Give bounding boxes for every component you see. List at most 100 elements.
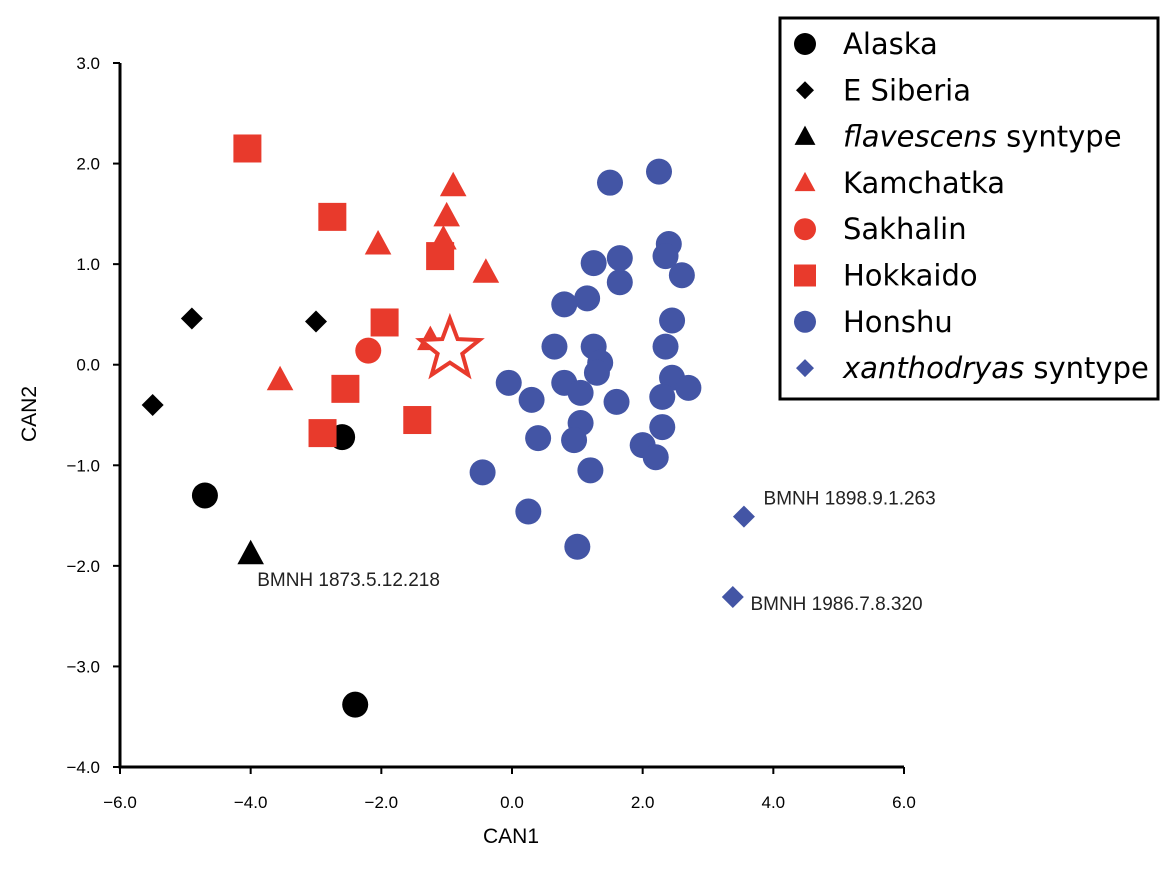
legend: Alaska E Siberia flavescens syntype Kamchat… [778, 16, 1160, 401]
legend-marker [794, 171, 816, 192]
star-marker [415, 312, 485, 380]
legend-marker [794, 33, 816, 55]
data-point [659, 307, 686, 334]
data-point [675, 374, 702, 401]
data-point [305, 310, 327, 333]
specimen-label: BMNH 1873.5.12.218 [257, 570, 440, 591]
series-group [237, 539, 264, 565]
legend-entry: E Siberia [796, 73, 971, 107]
legend-marker [794, 264, 816, 287]
y-tick-label: −2.0 [66, 557, 100, 576]
data-point [721, 586, 744, 609]
legend-entry: Kamchatka [794, 166, 1005, 200]
data-point [646, 158, 672, 185]
axes: −6.0 −4.0 −2.0 0.0 2.0 4.0 6.0−4.0−3.0−2.0−1.0… [66, 54, 915, 812]
data-point [580, 250, 607, 277]
annotations: BMNH 1873.5.12.218 BMNH 1898.9.1.263 BMNH … [257, 489, 936, 616]
legend-entry: Sakhalin [794, 212, 967, 246]
data-point [433, 201, 460, 227]
data-point [518, 386, 545, 413]
legend-label: Kamchatka [843, 166, 1005, 200]
legend-label: Honshu [843, 305, 953, 339]
y-tick-label: 3.0 [76, 54, 100, 73]
data-point [370, 308, 399, 337]
data-point [603, 388, 630, 415]
data-point [583, 359, 610, 386]
data-point [732, 505, 755, 528]
data-point [564, 533, 591, 560]
legend-marker [796, 81, 814, 100]
data-point [439, 171, 467, 197]
x-tick-label: 4.0 [762, 793, 786, 812]
data-point [331, 374, 360, 403]
y-tick-label: −1.0 [66, 456, 100, 475]
data-point [567, 379, 594, 406]
data-point [342, 691, 369, 718]
data-point [649, 414, 676, 441]
data-point [426, 242, 455, 271]
data-point [525, 425, 552, 452]
y-tick-label: 1.0 [76, 255, 100, 274]
x-tick-label: −6.0 [103, 793, 137, 812]
data-point [574, 285, 601, 312]
series-group [233, 134, 455, 448]
data-point [233, 134, 262, 163]
data-point [561, 427, 588, 454]
y-axis-title: CAN2 [18, 386, 41, 442]
legend-entry: flavescens syntype [794, 120, 1122, 154]
data-point [469, 459, 496, 486]
y-tick-label: −4.0 [66, 758, 100, 777]
legend-label: Hokkaido [843, 259, 978, 293]
x-axis-title: CAN1 [483, 825, 539, 848]
legend-entry: Alaska [794, 27, 938, 61]
data-point [551, 291, 578, 318]
data-point [541, 333, 568, 360]
x-tick-label: 2.0 [631, 793, 655, 812]
x-tick-label: 0.0 [500, 793, 524, 812]
data-point [141, 393, 164, 416]
legend-label: flavescens syntype [843, 120, 1122, 154]
data-point [472, 258, 500, 283]
data-point [515, 498, 542, 525]
data-point [597, 169, 623, 196]
data-point [495, 369, 522, 396]
data-point [308, 419, 337, 448]
legend-entry: Honshu [794, 305, 953, 339]
legend-marker [794, 125, 816, 145]
data-point [652, 333, 679, 360]
x-tick-label: −2.0 [365, 793, 399, 812]
y-tick-label: 0.0 [76, 356, 100, 375]
data-point [606, 245, 633, 272]
legend-entry: xanthodryas syntype [796, 351, 1149, 385]
data-point [668, 262, 695, 289]
legend-box [778, 16, 1160, 401]
legend-entry: Hokkaido [794, 259, 978, 293]
x-tick-label: −4.0 [234, 793, 268, 812]
x-tick-label: 6.0 [892, 793, 916, 812]
data-point [191, 482, 218, 509]
series-group [469, 158, 702, 560]
y-tick-label: −3.0 [66, 657, 100, 676]
data-point [403, 406, 432, 435]
series-group [141, 307, 327, 416]
legend-label: Sakhalin [843, 212, 967, 246]
data-point [364, 230, 392, 255]
y-tick-label: 2.0 [76, 155, 100, 174]
legend-marker [796, 359, 814, 378]
data-point [649, 383, 676, 410]
specimen-label: BMNH 1986.7.8.320 [750, 594, 922, 615]
data-point [237, 539, 264, 565]
data-point [180, 307, 203, 330]
data-point [577, 457, 604, 484]
series-group [721, 505, 755, 609]
data-point [606, 269, 633, 296]
legend-label: xanthodryas syntype [842, 351, 1149, 385]
data-point [642, 444, 669, 471]
data-points [141, 134, 755, 718]
legend-label: E Siberia [843, 73, 971, 107]
data-point [266, 365, 294, 391]
data-point [652, 243, 679, 270]
legend-marker [794, 218, 816, 241]
data-point [355, 337, 382, 364]
